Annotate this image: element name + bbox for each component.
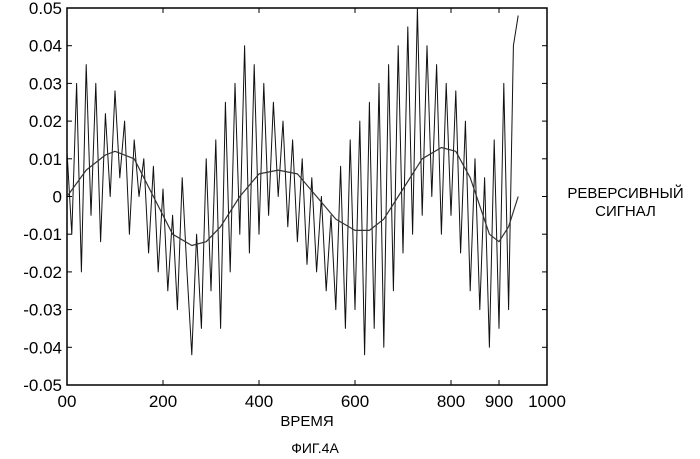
x-tick-label: 400: [245, 392, 273, 411]
side-label: РЕВЕРСИВНЫЙ СИГНАЛ: [553, 185, 698, 221]
y-tick-label: 0.01: [29, 150, 62, 169]
x-tick-label: 600: [341, 392, 369, 411]
y-tick-label: 0.02: [29, 112, 62, 131]
side-label-line-1: РЕВЕРСИВНЫЙ: [553, 185, 698, 203]
y-tick-label: -0.02: [23, 263, 62, 282]
y-tick-label: -0.01: [23, 225, 62, 244]
figure-caption: ФИГ.4А: [265, 440, 365, 456]
x-tick-label: 1000: [528, 392, 566, 411]
y-tick-label: -0.05: [23, 376, 62, 395]
x-tick-label: 900: [485, 392, 513, 411]
side-label-line-2: СИГНАЛ: [553, 203, 698, 221]
y-tick-label: 0.03: [29, 74, 62, 93]
x-tick-label: 800: [437, 392, 465, 411]
y-tick-label: -0.03: [23, 301, 62, 320]
x-axis-title: ВРЕМЯ: [280, 413, 333, 430]
y-tick-label: -0.04: [23, 338, 62, 357]
y-tick-label: 0: [53, 188, 62, 207]
series-line-noisy-signal: [67, 8, 518, 355]
x-tick-label: 200: [149, 392, 177, 411]
y-tick-label: 0.04: [29, 37, 62, 56]
x-tick-label: 00: [58, 392, 77, 411]
y-tick-label: 0.05: [29, 0, 62, 18]
